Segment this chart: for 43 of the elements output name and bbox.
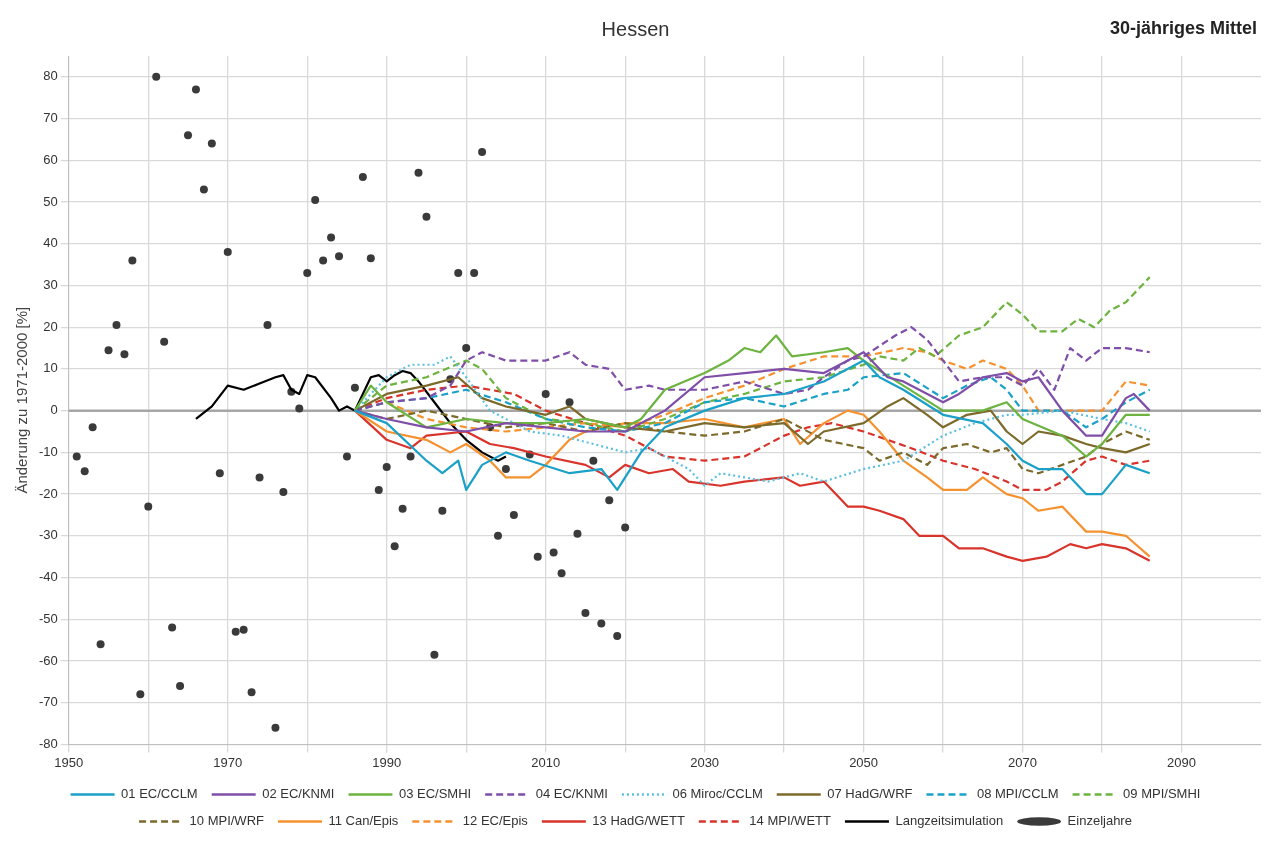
y-tick-label: 50 [43,193,58,209]
y-axis-title: Änderung zu 1971-2000 [%] [13,306,31,494]
y-tick-label: 40 [43,235,58,251]
legend-label: 11 Can/Epis [328,813,399,829]
x-tick-label: 1950 [54,754,84,770]
legend-label: 01 EC/CCLM [121,786,198,802]
y-tick-label: -70 [38,694,58,710]
legend-label: 14 MPI/WETT [749,813,831,829]
chart-subtitle: 30-jähriges Mittel [1109,18,1257,39]
x-tick-label: 1990 [372,754,402,770]
y-tick-label: -20 [38,485,58,501]
y-tick-label: 70 [43,110,58,126]
legend-label: 04 EC/KNMI [535,786,608,802]
legend-label: 03 EC/SMHI [398,786,472,802]
legend-label: Einzeljahre [1067,813,1132,829]
legend-label: 09 MPI/SMHI [1123,786,1201,802]
x-tick-label: 1970 [213,754,243,770]
x-tick-label: 2050 [849,754,879,770]
legend-label: 07 HadG/WRF [827,786,913,802]
legend-label: 06 Miroc/CCLM [672,786,763,802]
y-tick-label: 30 [43,277,58,293]
y-tick-label: 20 [43,318,58,334]
y-tick-label: -60 [38,652,58,668]
x-tick-label: 2030 [690,754,720,770]
legend-label: 10 MPI/WRF [189,813,265,829]
y-tick-label: 10 [43,360,58,376]
y-tick-label: 0 [50,402,58,418]
legend-label: Langzeitsimulation [895,813,1004,829]
y-tick-label: -50 [38,610,58,626]
x-tick-label: 2010 [531,754,561,770]
chart-title: Hessen [601,17,670,40]
legend-label: 08 MPI/CCLM [976,786,1059,802]
y-tick-label: 60 [43,151,58,167]
y-tick-label: -30 [38,527,58,543]
legend-label: 02 EC/KNMI [262,786,335,802]
y-tick-label: 80 [43,68,58,84]
y-tick-label: -40 [38,569,58,585]
x-tick-label: 2090 [1167,754,1196,770]
x-tick-label: 2070 [1008,754,1038,770]
legend-label: 12 EC/Epis [462,813,529,829]
y-tick-label: -10 [38,443,58,459]
y-tick-label: -80 [38,735,58,751]
legend-label: 13 HadG/WETT [592,813,685,829]
